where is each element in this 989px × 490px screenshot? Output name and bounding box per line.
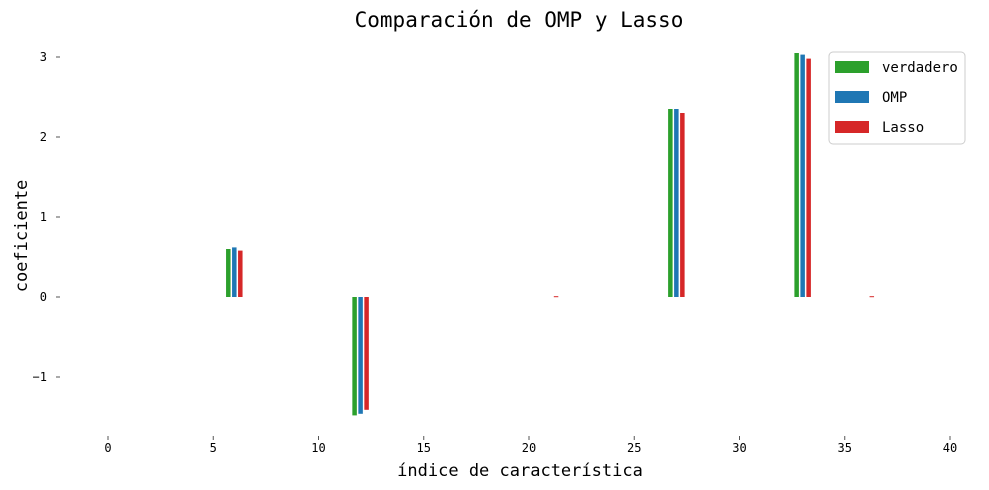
- plot-area: 0 5 10 15 20 25 30 35 40 −1 0 1 2 3: [33, 50, 958, 455]
- x-tick-label: 35: [838, 441, 852, 455]
- y-tick-label: 0: [40, 290, 47, 304]
- x-tick-label: 10: [311, 441, 325, 455]
- legend-swatch-lasso: [835, 121, 869, 133]
- bar-lasso: [869, 296, 875, 298]
- bar-verdadero: [668, 109, 673, 297]
- bar-verdadero: [226, 249, 231, 297]
- x-tick-label: 40: [943, 441, 957, 455]
- legend-swatch-verdadero: [835, 61, 869, 73]
- bar-omp: [800, 54, 805, 297]
- bar-verdadero: [794, 53, 799, 297]
- legend-label-omp: OMP: [882, 90, 907, 106]
- x-tick-label: 25: [627, 441, 641, 455]
- x-tick-label: 15: [417, 441, 431, 455]
- y-tick-label: 3: [40, 50, 47, 64]
- bar-lasso: [364, 297, 369, 410]
- bar-lasso: [553, 296, 559, 298]
- legend-swatch-omp: [835, 91, 869, 103]
- y-tick-label: −1: [33, 370, 47, 384]
- y-tick-label: 2: [40, 130, 47, 144]
- x-tick-label: 20: [522, 441, 536, 455]
- bar-lasso: [806, 58, 811, 297]
- chart-title: Comparación de OMP y Lasso: [355, 8, 684, 32]
- y-axis-label: coeficiente: [12, 180, 32, 293]
- bar-lasso: [680, 113, 685, 297]
- bar-lasso: [238, 250, 243, 297]
- x-tick-label: 30: [732, 441, 746, 455]
- y-tick-label: 1: [40, 210, 47, 224]
- x-tick-label: 5: [210, 441, 217, 455]
- legend: verdadero OMP Lasso: [828, 51, 966, 145]
- legend-label-verdadero: verdadero: [882, 60, 958, 76]
- legend-label-lasso: Lasso: [882, 120, 924, 136]
- x-axis-label: índice de característica: [397, 461, 643, 481]
- bar-omp: [232, 247, 237, 297]
- bar-omp: [358, 297, 363, 414]
- bar-omp: [674, 109, 679, 297]
- x-tick-label: 0: [104, 441, 111, 455]
- bar-verdadero: [352, 297, 357, 416]
